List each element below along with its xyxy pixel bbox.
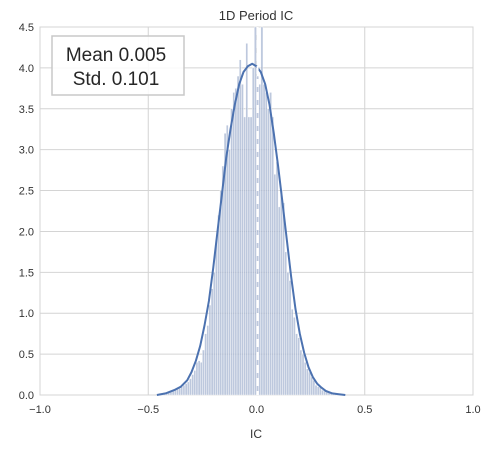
histogram-bar <box>316 386 320 396</box>
stats-annotation-box: Mean 0.005 Std. 0.101 <box>51 35 185 96</box>
kde-curve-layer <box>156 62 346 396</box>
histogram-bar <box>189 378 192 396</box>
histogram-bar <box>264 92 268 396</box>
y-tick-label: 2.0 <box>19 226 34 238</box>
x-tick-labels: −1.0 −0.5 0.0 0.5 1.0 <box>29 404 481 416</box>
y-tick-label: 2.5 <box>19 186 34 198</box>
y-tick-labels: 0.0 0.5 1.0 1.5 2.0 2.5 3.0 3.5 4.0 4.5 <box>19 22 34 402</box>
y-tick-label: 0.0 <box>19 390 34 402</box>
histogram-bar <box>312 380 316 396</box>
histogram-bar <box>212 272 216 396</box>
x-tick-label: 0.0 <box>249 404 264 416</box>
histogram-bar <box>284 251 288 396</box>
histogram-bar <box>258 84 262 396</box>
histogram-bar <box>269 92 272 396</box>
histogram-bar <box>197 360 201 396</box>
chart-title: 1D Period IC <box>219 8 293 23</box>
histogram-bar <box>202 349 205 396</box>
histogram-bar <box>215 239 218 396</box>
y-tick-label: 1.0 <box>19 308 34 320</box>
histogram-bars <box>158 26 344 396</box>
histogram-bar <box>230 108 233 396</box>
histogram-bar <box>247 116 251 396</box>
histogram-bar <box>184 383 188 396</box>
histogram-bar <box>308 371 311 396</box>
y-tick-label: 4.0 <box>19 63 34 75</box>
histogram-bar <box>310 376 313 396</box>
histogram-bar <box>193 370 197 396</box>
histogram-bar <box>262 84 266 396</box>
histogram-bar <box>314 384 318 396</box>
y-tick-label: 4.5 <box>19 22 34 34</box>
histogram-bar <box>273 173 277 396</box>
histogram-bar <box>280 190 283 396</box>
histogram-bar <box>286 272 290 396</box>
histogram-bar <box>182 384 186 396</box>
histogram-bar <box>293 317 296 396</box>
histogram-bar <box>236 75 240 396</box>
x-axis-label: IC <box>250 427 262 441</box>
histogram-bar <box>225 124 229 396</box>
x-tick-label: −0.5 <box>137 404 159 416</box>
histogram-bar <box>232 92 236 396</box>
histogram-bar <box>306 368 309 396</box>
histogram-bar <box>295 333 298 396</box>
histogram-bar <box>217 214 220 396</box>
histogram-bar <box>234 88 238 396</box>
histogram-bar <box>206 325 210 396</box>
histogram-bar <box>267 108 270 396</box>
histogram-bar <box>178 388 181 396</box>
histogram-bar <box>241 84 244 396</box>
histogram-bar <box>249 116 253 396</box>
histogram-bar <box>187 381 190 396</box>
histogram-bar <box>260 26 264 396</box>
histogram-bar <box>282 202 285 396</box>
histogram-bar <box>288 280 292 396</box>
y-tick-label: 1.5 <box>19 267 34 279</box>
histogram-bar <box>238 59 242 396</box>
histogram-bar <box>271 116 275 396</box>
histogram-bar <box>254 26 257 396</box>
x-tick-label: 0.5 <box>357 404 372 416</box>
histogram-bar <box>290 308 294 396</box>
histogram-bar <box>180 386 184 396</box>
y-tick-label: 3.5 <box>19 104 34 116</box>
histogram-bar <box>251 67 255 396</box>
mean-annotation: Mean 0.005 <box>66 45 166 66</box>
histogram-bar <box>195 362 199 396</box>
histogram-bar <box>176 389 179 396</box>
histogram-bar <box>228 149 231 396</box>
histogram-bar <box>301 353 305 396</box>
y-tick-label: 0.5 <box>19 349 34 361</box>
histogram-bar <box>208 304 212 396</box>
std-annotation: Std. 0.101 <box>73 69 160 90</box>
histogram-bar <box>204 333 207 396</box>
y-tick-label: 3.0 <box>19 145 34 157</box>
histogram-bar <box>219 190 223 396</box>
x-tick-label: 1.0 <box>465 404 480 416</box>
histogram-bar <box>277 206 281 396</box>
kde-curve <box>156 62 346 396</box>
histogram-bar <box>210 288 214 396</box>
histogram-bar <box>200 362 203 396</box>
histogram-bar <box>297 337 301 396</box>
histogram-bar <box>245 43 249 396</box>
histogram-bar <box>275 161 279 396</box>
x-tick-label: −1.0 <box>29 404 51 416</box>
histogram-bar <box>243 116 246 396</box>
histogram-bar <box>303 362 307 396</box>
histogram-bar <box>321 389 324 396</box>
histogram-bar <box>299 349 303 396</box>
histogram-bar <box>191 374 194 396</box>
